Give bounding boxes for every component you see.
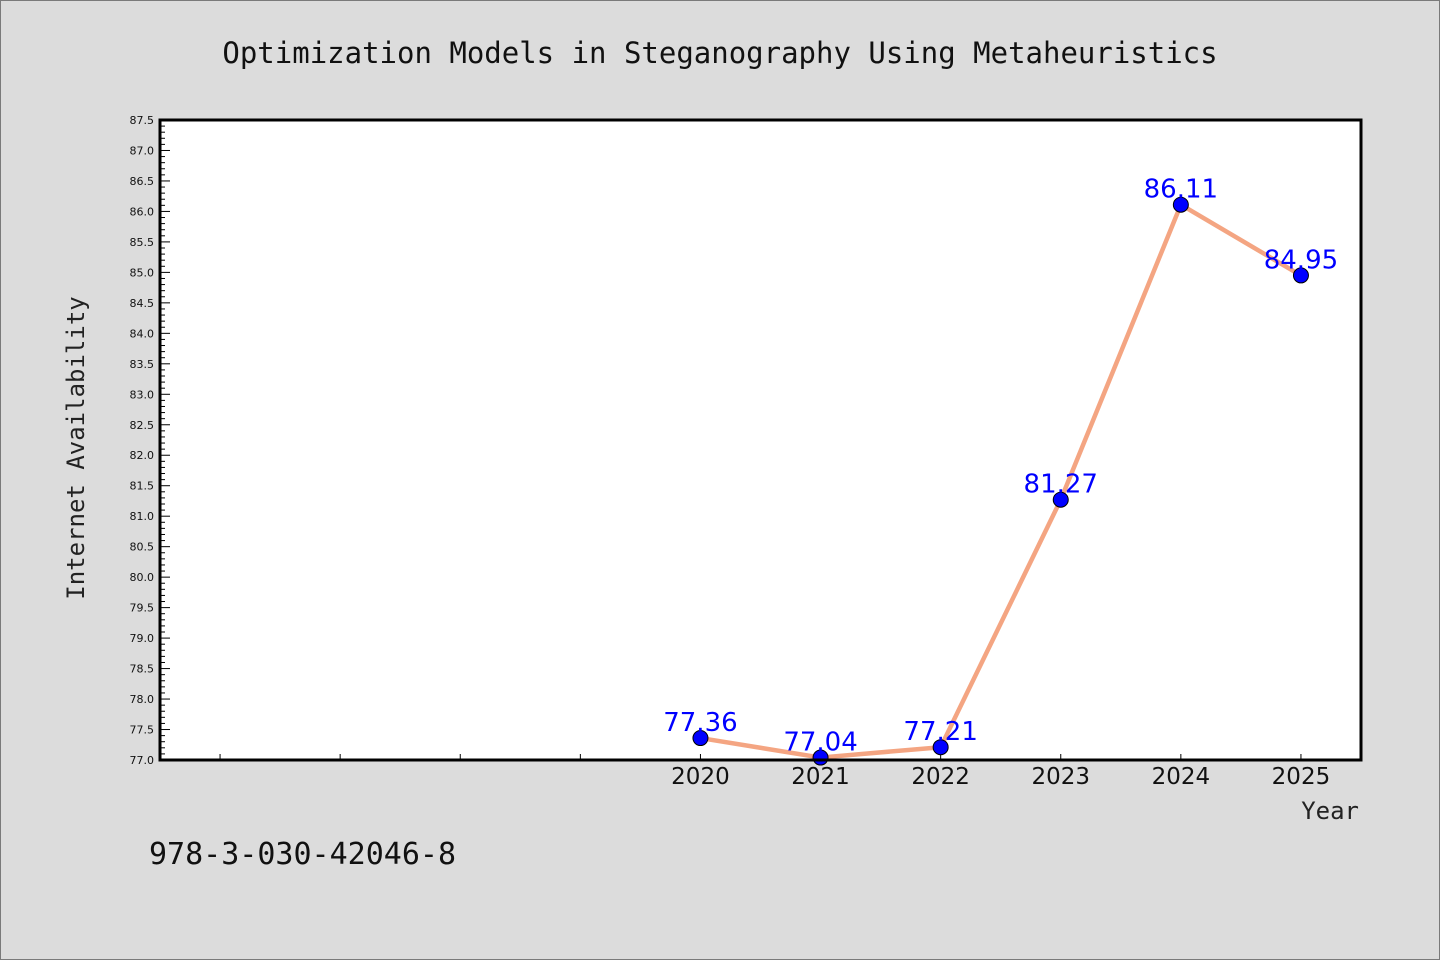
chart-title: Optimization Models in Steganography Usi… [222,36,1217,70]
data-point [932,739,949,756]
y-tick-label: 80.5 [130,541,155,554]
y-tick-label: 81.5 [130,480,155,493]
data-label: 77.36 [663,708,737,738]
x-axis: 2020 2021 2022 2023 2024 2025 [219,754,1331,790]
data-label: 77.04 [783,728,857,758]
y-tick-label: 77.0 [130,754,155,767]
y-axis-label: Internet Availability [62,296,90,599]
x-axis-label: Year [1301,797,1359,825]
y-tick-label: 86.5 [130,175,155,188]
x-tick-label: 2024 [1152,764,1211,790]
series-line [698,202,1304,760]
y-tick-label: 85.5 [130,236,155,249]
data-label: 77.21 [903,717,977,747]
y-tick-label: 86.0 [130,205,155,218]
data-point [692,730,709,747]
y-tick-label: 84.0 [130,327,155,340]
x-tick-label: 2022 [911,764,970,790]
plot-area [160,120,1361,760]
data-point [1292,267,1309,284]
y-tick-label: 81.0 [130,510,155,523]
data-label: 86.11 [1144,175,1218,205]
y-tick-label: 83.0 [130,388,155,401]
y-tick-label: 77.5 [130,724,155,737]
y-tick-label: 80.0 [130,571,155,584]
x-tick-label: 2021 [791,764,850,790]
x-tick-label: 2025 [1272,764,1331,790]
data-label: 81.27 [1024,470,1098,500]
y-tick-label: 87.5 [130,114,155,127]
y-tick-label: 78.5 [130,663,155,676]
y-tick-label: 79.5 [130,602,155,615]
x-tick-label: 2023 [1031,764,1090,790]
y-tick-label: 83.5 [130,358,155,371]
y-tick-label: 85.0 [130,266,155,279]
x-tick-label: 2020 [671,764,730,790]
data-point [1172,196,1189,213]
y-tick-label: 78.0 [130,693,155,706]
plot-border [158,118,1363,762]
y-tick-label: 79.0 [130,632,155,645]
y-tick-label: 82.0 [130,449,155,462]
data-label: 84.95 [1264,245,1338,275]
y-axis: 77.0 77.5 78.0 78.5 79.0 79.5 80.0 80.5 81.0 81.5… [130,114,170,767]
data-point [1052,491,1069,508]
y-tick-label: 82.5 [130,419,155,432]
y-tick-label: 84.5 [130,297,155,310]
isbn-text: 978-3-030-42046-8 [149,837,456,872]
y-tick-label: 87.0 [130,144,155,157]
